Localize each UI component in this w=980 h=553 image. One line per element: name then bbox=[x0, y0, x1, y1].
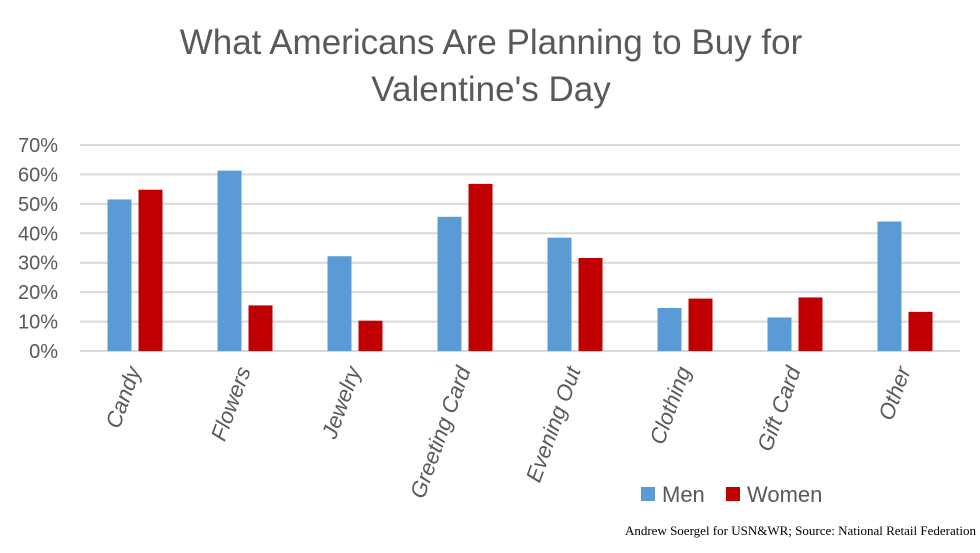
legend-swatch-women bbox=[726, 487, 740, 501]
x-category-label: Gift Card bbox=[752, 362, 806, 454]
bar-men-greeting-card bbox=[437, 216, 462, 351]
legend-label-women: Women bbox=[747, 482, 822, 507]
bar-women-candy bbox=[138, 189, 163, 351]
bars bbox=[107, 170, 933, 351]
bar-women-gift-card bbox=[798, 297, 823, 351]
x-category-label: Other bbox=[873, 362, 916, 424]
x-category-label: Candy bbox=[100, 361, 146, 431]
bar-women-evening-out bbox=[578, 258, 603, 351]
bar-women-greeting-card bbox=[468, 183, 493, 351]
legend-swatch-men bbox=[641, 487, 655, 501]
x-category-label: Jewelry bbox=[316, 361, 366, 442]
y-tick-label: 30% bbox=[18, 253, 58, 275]
x-category-label: Evening Out bbox=[521, 362, 586, 485]
bar-men-evening-out bbox=[547, 237, 572, 351]
y-tick-label: 60% bbox=[18, 164, 58, 186]
y-tick-label: 70% bbox=[18, 135, 58, 157]
bar-women-clothing bbox=[688, 298, 713, 351]
bar-men-flowers bbox=[217, 170, 242, 351]
x-category-label: Greeting Card bbox=[405, 362, 476, 501]
bar-women-flowers bbox=[248, 305, 273, 351]
y-tick-label: 40% bbox=[18, 223, 58, 245]
bar-men-clothing bbox=[657, 308, 682, 351]
y-axis-ticks: 0% 10% 20% 30% 40% 50% 60% 70% bbox=[18, 135, 58, 363]
x-axis-categories: Candy Flowers Jewelry Greeting Card Evening … bbox=[100, 361, 916, 501]
x-category-label: Clothing bbox=[645, 362, 696, 447]
bar-men-other bbox=[877, 221, 902, 351]
bar-men-jewelry bbox=[327, 256, 352, 351]
y-tick-label: 50% bbox=[18, 194, 58, 216]
source-credit: Andrew Soergel for USN&WR; Source: Natio… bbox=[625, 523, 977, 538]
bar-men-candy bbox=[107, 199, 132, 351]
y-tick-label: 0% bbox=[29, 341, 58, 363]
gridlines bbox=[80, 144, 960, 352]
bar-men-gift-card bbox=[767, 317, 792, 351]
bar-women-other bbox=[908, 311, 933, 351]
legend: Men Women bbox=[641, 482, 822, 507]
legend-label-men: Men bbox=[662, 482, 705, 507]
chart-title-line-2: Valentine's Day bbox=[371, 70, 611, 109]
y-tick-label: 10% bbox=[18, 312, 58, 334]
chart-title-line-1: What Americans Are Planning to Buy for bbox=[180, 23, 803, 62]
y-tick-label: 20% bbox=[18, 282, 58, 304]
x-category-label: Flowers bbox=[206, 363, 256, 444]
bar-women-jewelry bbox=[358, 320, 383, 351]
